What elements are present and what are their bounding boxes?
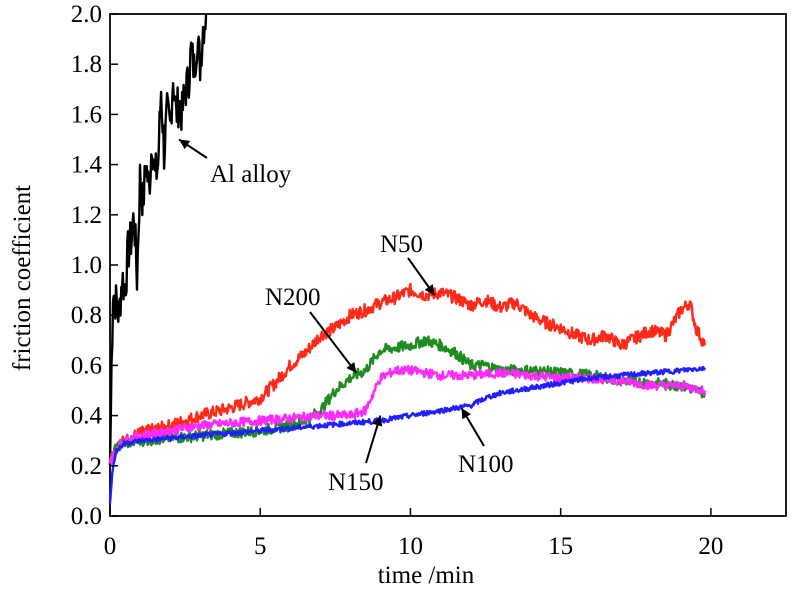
annotation-arrowhead-n100 [461, 408, 471, 420]
annotation-layer: Al alloy N50 N200 N150 N100 [178, 138, 514, 496]
annotation-label-al-alloy: Al alloy [210, 161, 292, 188]
y-tick-label: 0.8 [71, 302, 102, 329]
y-tick-label: 0.4 [71, 403, 103, 430]
x-tick-label: 15 [548, 533, 573, 560]
x-axis-title: time /min [378, 562, 475, 589]
y-tick-label: 0.2 [71, 453, 102, 480]
plot-area: Al alloy N50 N200 N150 N100 0 5 10 15 20 0.0 0.2 0.… [71, 1, 787, 560]
plot-frame [109, 13, 787, 517]
annotation-arrowhead-n150 [372, 415, 383, 427]
series-layer [108, 13, 707, 504]
x-tick-label: 10 [398, 533, 423, 560]
y-axis-title: friction coefficient [9, 185, 36, 371]
annotation-arrowhead-n50 [424, 284, 435, 296]
series-line-n200 [108, 335, 707, 464]
y-tick-label: 1.8 [71, 51, 102, 78]
y-tick-label: 1.6 [71, 101, 102, 128]
y-tick-label: 1.2 [71, 202, 102, 229]
annotation-label-n100: N100 [458, 451, 514, 478]
annotation-arrowhead-al-alloy [179, 139, 191, 150]
series-line-al-alloy [108, 13, 208, 466]
y-tick-label: 1.0 [71, 252, 102, 279]
series-line-n150 [108, 364, 707, 465]
x-tick-label: 0 [104, 533, 117, 560]
x-tick-label: 5 [254, 533, 267, 560]
annotation-leader-n200 [309, 311, 358, 374]
y-tick-label: 0.0 [71, 503, 102, 530]
annotation-label-n150: N150 [328, 469, 384, 496]
annotation-arrowhead-n200 [346, 361, 357, 373]
series-line-n100 [108, 365, 706, 504]
annotation-label-n200: N200 [265, 284, 321, 311]
tick-layer: 0 5 10 15 20 0.0 0.2 0.4 0.6 0.8 1.0 1.2 1.4 1.6 1.8 2.… [71, 1, 724, 560]
series-line-n50 [109, 282, 707, 463]
y-tick-label: 0.6 [71, 352, 102, 379]
annotation-label-n50: N50 [380, 231, 423, 258]
y-tick-label: 2.0 [71, 1, 102, 28]
y-tick-label: 1.4 [71, 152, 103, 179]
x-tick-label: 20 [698, 533, 723, 560]
